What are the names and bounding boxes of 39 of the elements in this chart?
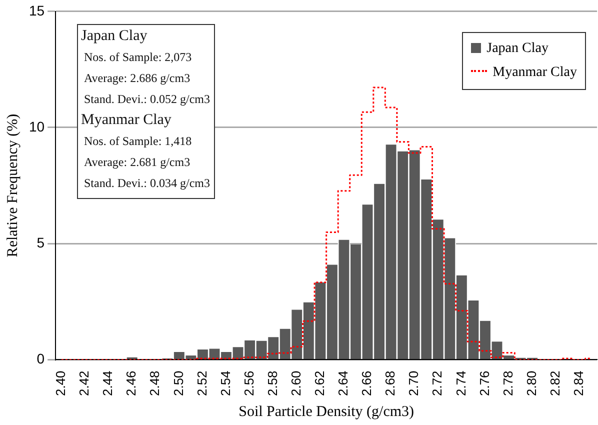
x-tick-label: 2.72: [430, 370, 445, 396]
x-tick-label: 2.54: [218, 370, 233, 396]
x-tick-label: 2.64: [336, 370, 351, 396]
y-tick-label: 5: [36, 234, 45, 250]
annotation: Average: 2.686 g/cm3: [83, 70, 192, 87]
x-tick-label: 2.52: [194, 370, 210, 396]
annotation: Nos. of Sample: 2,073: [83, 49, 193, 66]
annotation: Stand. Devi.: 0.034 g/cm3: [83, 175, 210, 192]
y-axis-title: Relative Frequency (%): [4, 114, 21, 258]
x-tick-label: 2.58: [264, 370, 280, 396]
x-tick-label: 2.84: [570, 370, 586, 396]
x-tick-label: 2.68: [382, 370, 398, 396]
annotation: Average: 2.681 g/cm3: [83, 154, 192, 171]
legend-label: Myanmar Clay: [492, 65, 577, 80]
y-tick-label: 0: [36, 350, 45, 367]
x-tick-label: 2.74: [453, 370, 468, 396]
x-tick-label: 2.44: [100, 370, 116, 396]
annotation: Stand. Devi.: 0.052 g/cm3: [83, 91, 210, 108]
x-tick-label: 2.76: [476, 370, 492, 396]
y-tick-label: 10: [28, 118, 45, 134]
annotation: Japan Clay: [81, 27, 148, 46]
legend-label: Japan Clay: [486, 41, 548, 56]
x-tick-label: 2.78: [500, 370, 516, 396]
x-tick-label: 2.42: [76, 370, 92, 396]
x-tick-label: 2.66: [359, 370, 374, 396]
x-tick-label: 2.50: [170, 370, 186, 396]
x-tick-label: 2.60: [288, 370, 304, 396]
x-tick-label: 2.80: [524, 370, 539, 396]
y-tick-label: 15: [28, 2, 45, 18]
x-tick-label: 2.46: [124, 370, 139, 396]
x-tick-label: 2.70: [406, 370, 422, 396]
x-tick-label: 2.56: [241, 370, 256, 396]
annotation: Nos. of Sample: 1,418: [83, 133, 193, 150]
x-tick-label: 2.82: [547, 370, 562, 396]
x-tick-label: 2.48: [147, 370, 162, 396]
x-tick-label: 2.62: [312, 370, 328, 396]
x-tick-label: 2.40: [53, 370, 68, 396]
annotation: Myanmar Clay: [81, 111, 172, 130]
x-axis-title: Soil Particle Density (g/cm3): [238, 404, 414, 420]
